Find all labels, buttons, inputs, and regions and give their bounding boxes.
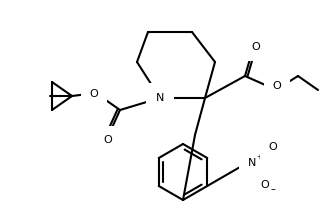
Text: O: O	[103, 135, 112, 145]
Text: –: –	[270, 184, 276, 194]
Text: O: O	[252, 42, 260, 52]
Text: O: O	[261, 180, 269, 190]
Text: +: +	[256, 154, 262, 160]
Text: N: N	[156, 93, 164, 103]
Text: O: O	[268, 142, 278, 152]
Text: O: O	[272, 81, 281, 91]
Text: N: N	[248, 158, 256, 168]
Text: O: O	[90, 89, 98, 99]
